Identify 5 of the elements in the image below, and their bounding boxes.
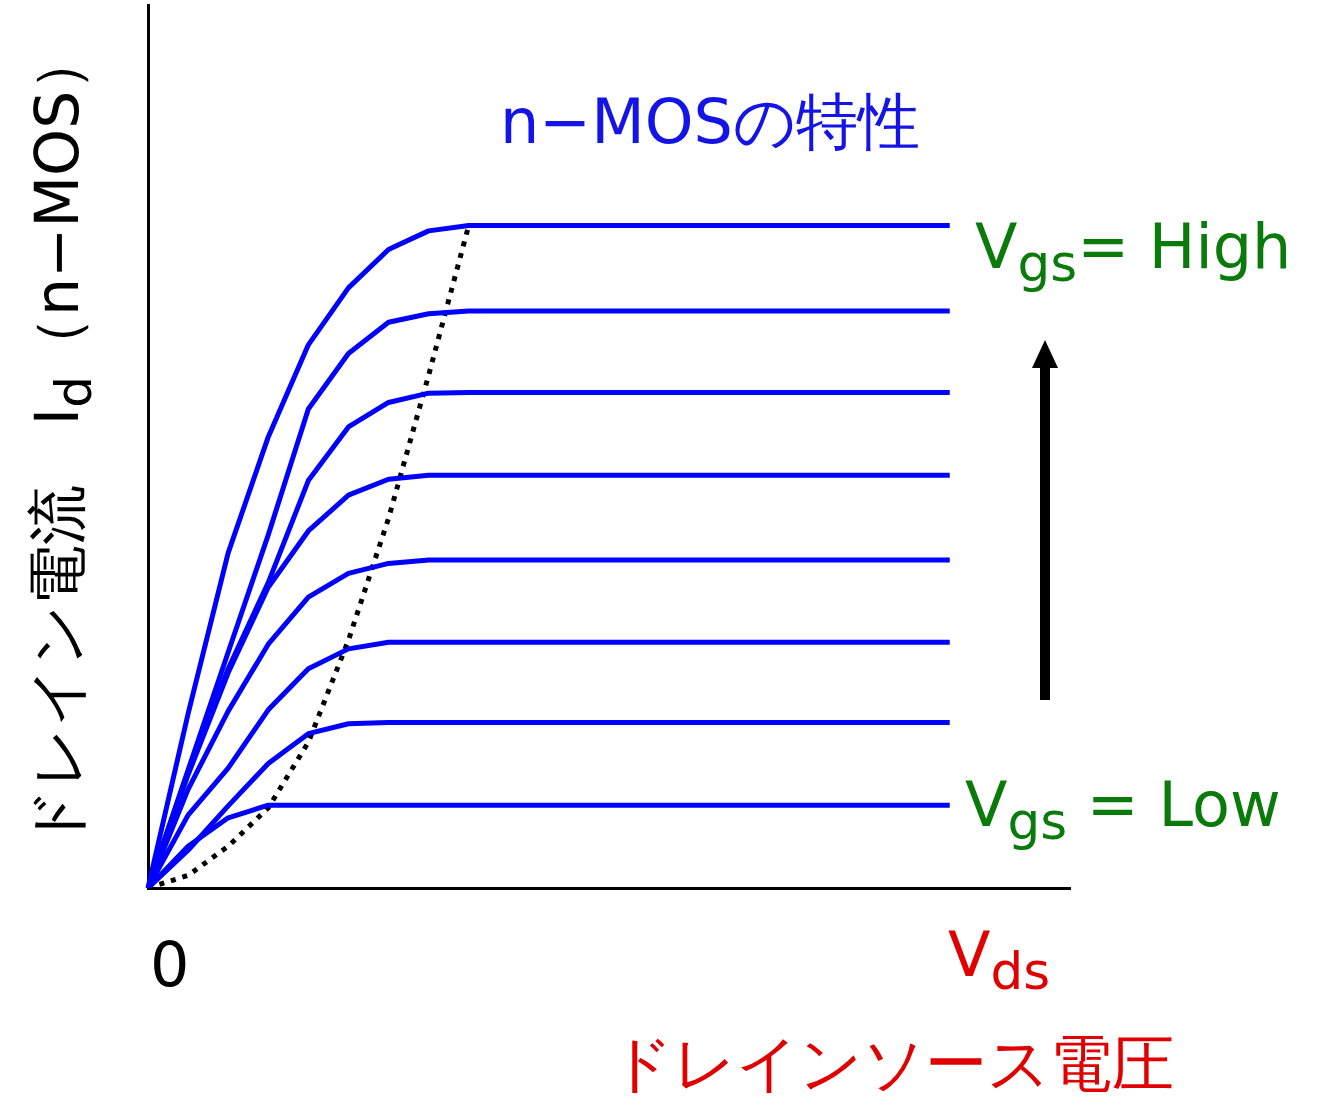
annotation: V$_{gs}$ = Low xyxy=(965,768,1281,852)
chart-title: n−MOSの特性 xyxy=(500,84,920,160)
annotation: V$_{gs}$= High xyxy=(975,210,1292,294)
x-axis-title: V$_{ds}$ ドレインソース電圧 xyxy=(610,918,1174,1099)
text: 0 xyxy=(150,928,190,1001)
